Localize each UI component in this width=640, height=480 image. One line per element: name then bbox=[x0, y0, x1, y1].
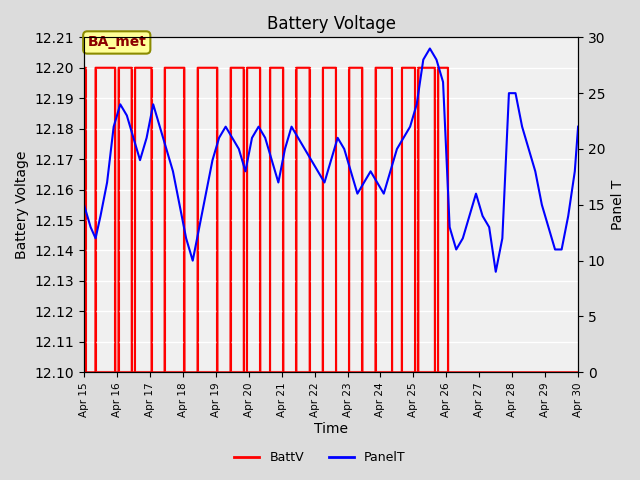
BattV bbox=[511, 370, 519, 375]
PanelT bbox=[156, 124, 164, 130]
PanelT bbox=[327, 157, 335, 163]
BattV bbox=[166, 65, 173, 71]
Bar bbox=[84, 68, 86, 372]
Y-axis label: Battery Voltage: Battery Voltage bbox=[15, 151, 29, 259]
Bar bbox=[135, 68, 152, 372]
Bar bbox=[376, 68, 392, 372]
Bar bbox=[118, 68, 132, 372]
PanelT bbox=[492, 269, 500, 275]
BattV bbox=[574, 370, 582, 375]
BattV bbox=[137, 65, 145, 71]
BattV bbox=[291, 370, 299, 375]
PanelT bbox=[235, 146, 243, 152]
Y-axis label: Panel T: Panel T bbox=[611, 180, 625, 230]
Bar bbox=[270, 68, 284, 372]
X-axis label: Time: Time bbox=[314, 422, 348, 436]
Line: PanelT: PanelT bbox=[84, 48, 578, 272]
Bar bbox=[247, 68, 260, 372]
Bar bbox=[296, 68, 310, 372]
Bar bbox=[198, 68, 218, 372]
PanelT bbox=[80, 202, 88, 208]
BattV bbox=[270, 65, 278, 71]
PanelT bbox=[288, 124, 296, 130]
BattV bbox=[80, 65, 88, 71]
Bar bbox=[95, 68, 115, 372]
PanelT bbox=[439, 79, 447, 85]
Bar bbox=[323, 68, 336, 372]
Bar bbox=[438, 68, 448, 372]
PanelT bbox=[426, 46, 434, 51]
Legend: BattV, PanelT: BattV, PanelT bbox=[229, 446, 411, 469]
Bar bbox=[230, 68, 244, 372]
Title: Battery Voltage: Battery Voltage bbox=[267, 15, 396, 33]
BattV bbox=[82, 370, 90, 375]
Bar bbox=[349, 68, 362, 372]
BattV bbox=[564, 370, 572, 375]
Bar bbox=[164, 68, 184, 372]
Line: BattV: BattV bbox=[84, 68, 578, 372]
Bar bbox=[419, 68, 435, 372]
Bar bbox=[402, 68, 415, 372]
Text: BA_met: BA_met bbox=[87, 36, 146, 49]
PanelT bbox=[103, 180, 111, 185]
PanelT bbox=[574, 124, 582, 130]
